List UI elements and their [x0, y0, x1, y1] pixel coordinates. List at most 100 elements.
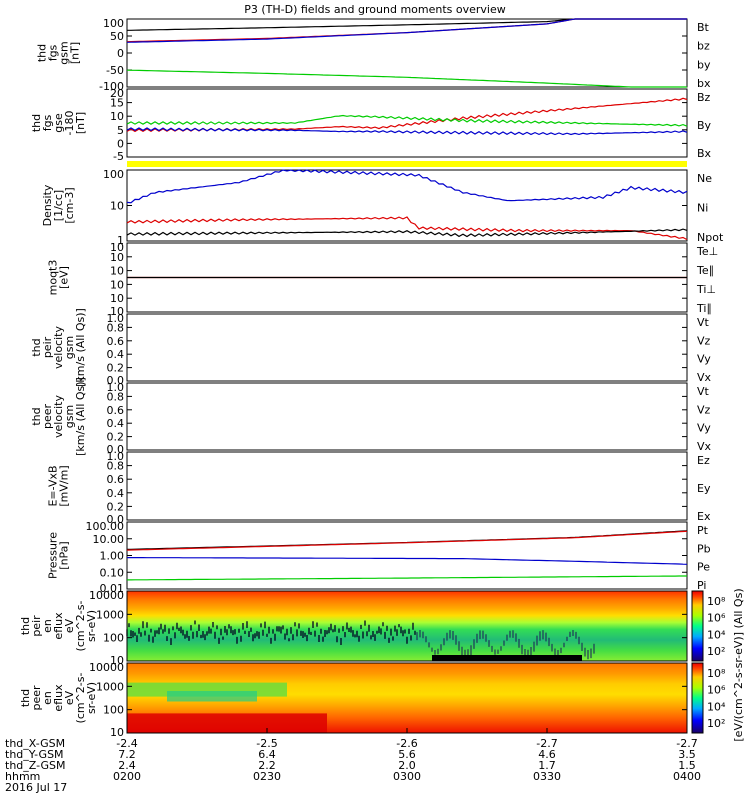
legend-bx: bx — [697, 77, 711, 90]
colorbar-strip — [691, 590, 704, 662]
quality-flag-bar — [127, 161, 687, 167]
spectrogram-fill — [127, 591, 687, 661]
y-tick-label: 0.2 — [107, 431, 125, 444]
y-tick-label: 1000 — [96, 680, 124, 693]
x-gsm-value: -2.5 — [256, 737, 277, 750]
y-gsm-value: 7.2 — [118, 748, 136, 761]
y-axis-label: eV — [63, 618, 76, 633]
y-axis-label: [cm-3] — [63, 187, 76, 223]
legend-Ez: Ez — [697, 454, 710, 467]
y-gsm-value: 3.5 — [678, 748, 696, 761]
legend-Pe: Pe — [697, 561, 710, 574]
y-tick-label: 1.0 — [107, 450, 125, 463]
y-tick-label: 50 — [110, 30, 124, 43]
y-tick-label: 0.6 — [107, 404, 125, 417]
colorbar-tick: 10⁶ — [707, 612, 726, 625]
y-axis-label: gsm — [58, 41, 71, 64]
series-Pb — [126, 530, 688, 551]
y-tick-label: 10 — [110, 241, 124, 254]
speckle — [416, 630, 595, 660]
panel-peir-eflux: 10000 1000 100 10 thdpeirenefluxeV(cm^2-s-sr… — [19, 589, 688, 667]
y-tick-label: 0.8 — [107, 390, 125, 403]
x-row-label: hhmm — [5, 770, 40, 783]
y-tick-label: 1.0 — [107, 381, 125, 394]
z-gsm-value: 2.4 — [118, 759, 136, 772]
y-tick-label: 10 — [110, 278, 124, 291]
panel-frame — [126, 88, 688, 158]
y-axis-label: eflux — [52, 612, 65, 640]
panel-peer-velocity: 1.00.80.60.40.20.0thdpeervelocitygsm[km/… — [30, 377, 712, 456]
y-tick-label: 10 — [110, 251, 124, 264]
legend-Vx: Vx — [697, 371, 712, 384]
y-axis-label: (cm^2-s- — [74, 673, 87, 724]
series-Ne — [126, 216, 688, 241]
y-tick-label: 10 — [110, 110, 124, 123]
series-By — [126, 114, 688, 127]
series-Pi — [127, 557, 688, 565]
y-axis-label: Density — [41, 184, 54, 226]
legend-Vx: Vx — [697, 440, 712, 453]
z-gsm-value: 1.5 — [678, 759, 696, 772]
y-tick-label: 20 — [110, 87, 124, 100]
colorbar-tick: 10⁴ — [707, 700, 726, 713]
x-gsm-value: -2.7 — [676, 737, 697, 750]
series-Bz — [126, 97, 688, 133]
y-tick-label: 1.0 — [107, 312, 125, 325]
y-tick-label: 0.6 — [107, 473, 125, 486]
red-patch — [127, 713, 327, 733]
y-tick-label: 0.01 — [100, 582, 125, 595]
panel-frame — [126, 382, 688, 451]
y-axis-label: sr-eV) — [85, 682, 98, 714]
colorbar-tick: 10⁶ — [707, 684, 726, 697]
series-Pe — [127, 575, 687, 581]
y-axis-label: thd — [19, 617, 32, 635]
x-gsm-value: -2.4 — [116, 737, 137, 750]
y-axis-label: [nT] — [69, 42, 82, 64]
x-axis-annotation: -2.47.22.40200-2.56.42.20230-2.65.62.003… — [5, 728, 701, 794]
y-tick-label: 0.10 — [100, 566, 125, 579]
y-tick-label: 1.00 — [100, 550, 125, 563]
y-gsm-value: 6.4 — [258, 748, 276, 761]
legend-Ti∥: Ti∥ — [696, 302, 712, 315]
panel-frame — [126, 313, 688, 382]
legend-Ti⊥: Ti⊥ — [696, 283, 716, 296]
x-row-label: thd_Y-GSM — [5, 748, 64, 761]
colorbar-tick: 10⁸ — [707, 667, 726, 680]
legend-Vy: Vy — [697, 353, 711, 366]
panel-peir-velocity: 1.00.80.60.40.20.0 thdpeirvelocitygsm[km/… — [30, 308, 712, 387]
legend-bz: bz — [697, 40, 710, 53]
legend-Bt: Bt — [697, 21, 710, 34]
y-axis-label: (cm^2-s- — [74, 601, 87, 652]
y-tick-label: 10000 — [89, 661, 124, 674]
y-axis-label: en — [41, 619, 54, 633]
legend-Vz: Vz — [697, 334, 711, 347]
y-axis-label: thd — [19, 689, 32, 707]
y-tick-label: 10000 — [89, 589, 124, 602]
y-axis-label: thd — [30, 407, 43, 425]
y-axis-label: peer — [30, 685, 43, 711]
y-tick-label: 0.4 — [107, 348, 125, 361]
y-axis-label: [km/s (All Qs)] — [74, 308, 87, 387]
x-gsm-value: -2.6 — [396, 737, 417, 750]
panel-frame — [126, 590, 688, 662]
series-bz — [126, 18, 687, 43]
y-tick-label: 0.2 — [107, 500, 125, 513]
x-row-label: thd_Z-GSM — [5, 759, 65, 772]
y-axis-label: Pressure — [47, 532, 60, 579]
legend-Ne: Ne — [697, 172, 712, 185]
y-tick-label: -50 — [106, 64, 124, 77]
series-Pt — [126, 530, 688, 550]
y-tick-label: 10 — [110, 726, 124, 739]
black-gap — [432, 655, 582, 661]
y-tick-label: 10 — [110, 265, 124, 278]
y-tick-label: 0 — [117, 137, 124, 150]
y-axis-label: [nT] — [74, 112, 87, 134]
y-tick-label: 0.0 — [107, 374, 125, 387]
legend-Vt: Vt — [697, 385, 710, 398]
y-axis-label: [mV/m] — [58, 465, 71, 506]
y-tick-label: 100 — [103, 168, 124, 181]
